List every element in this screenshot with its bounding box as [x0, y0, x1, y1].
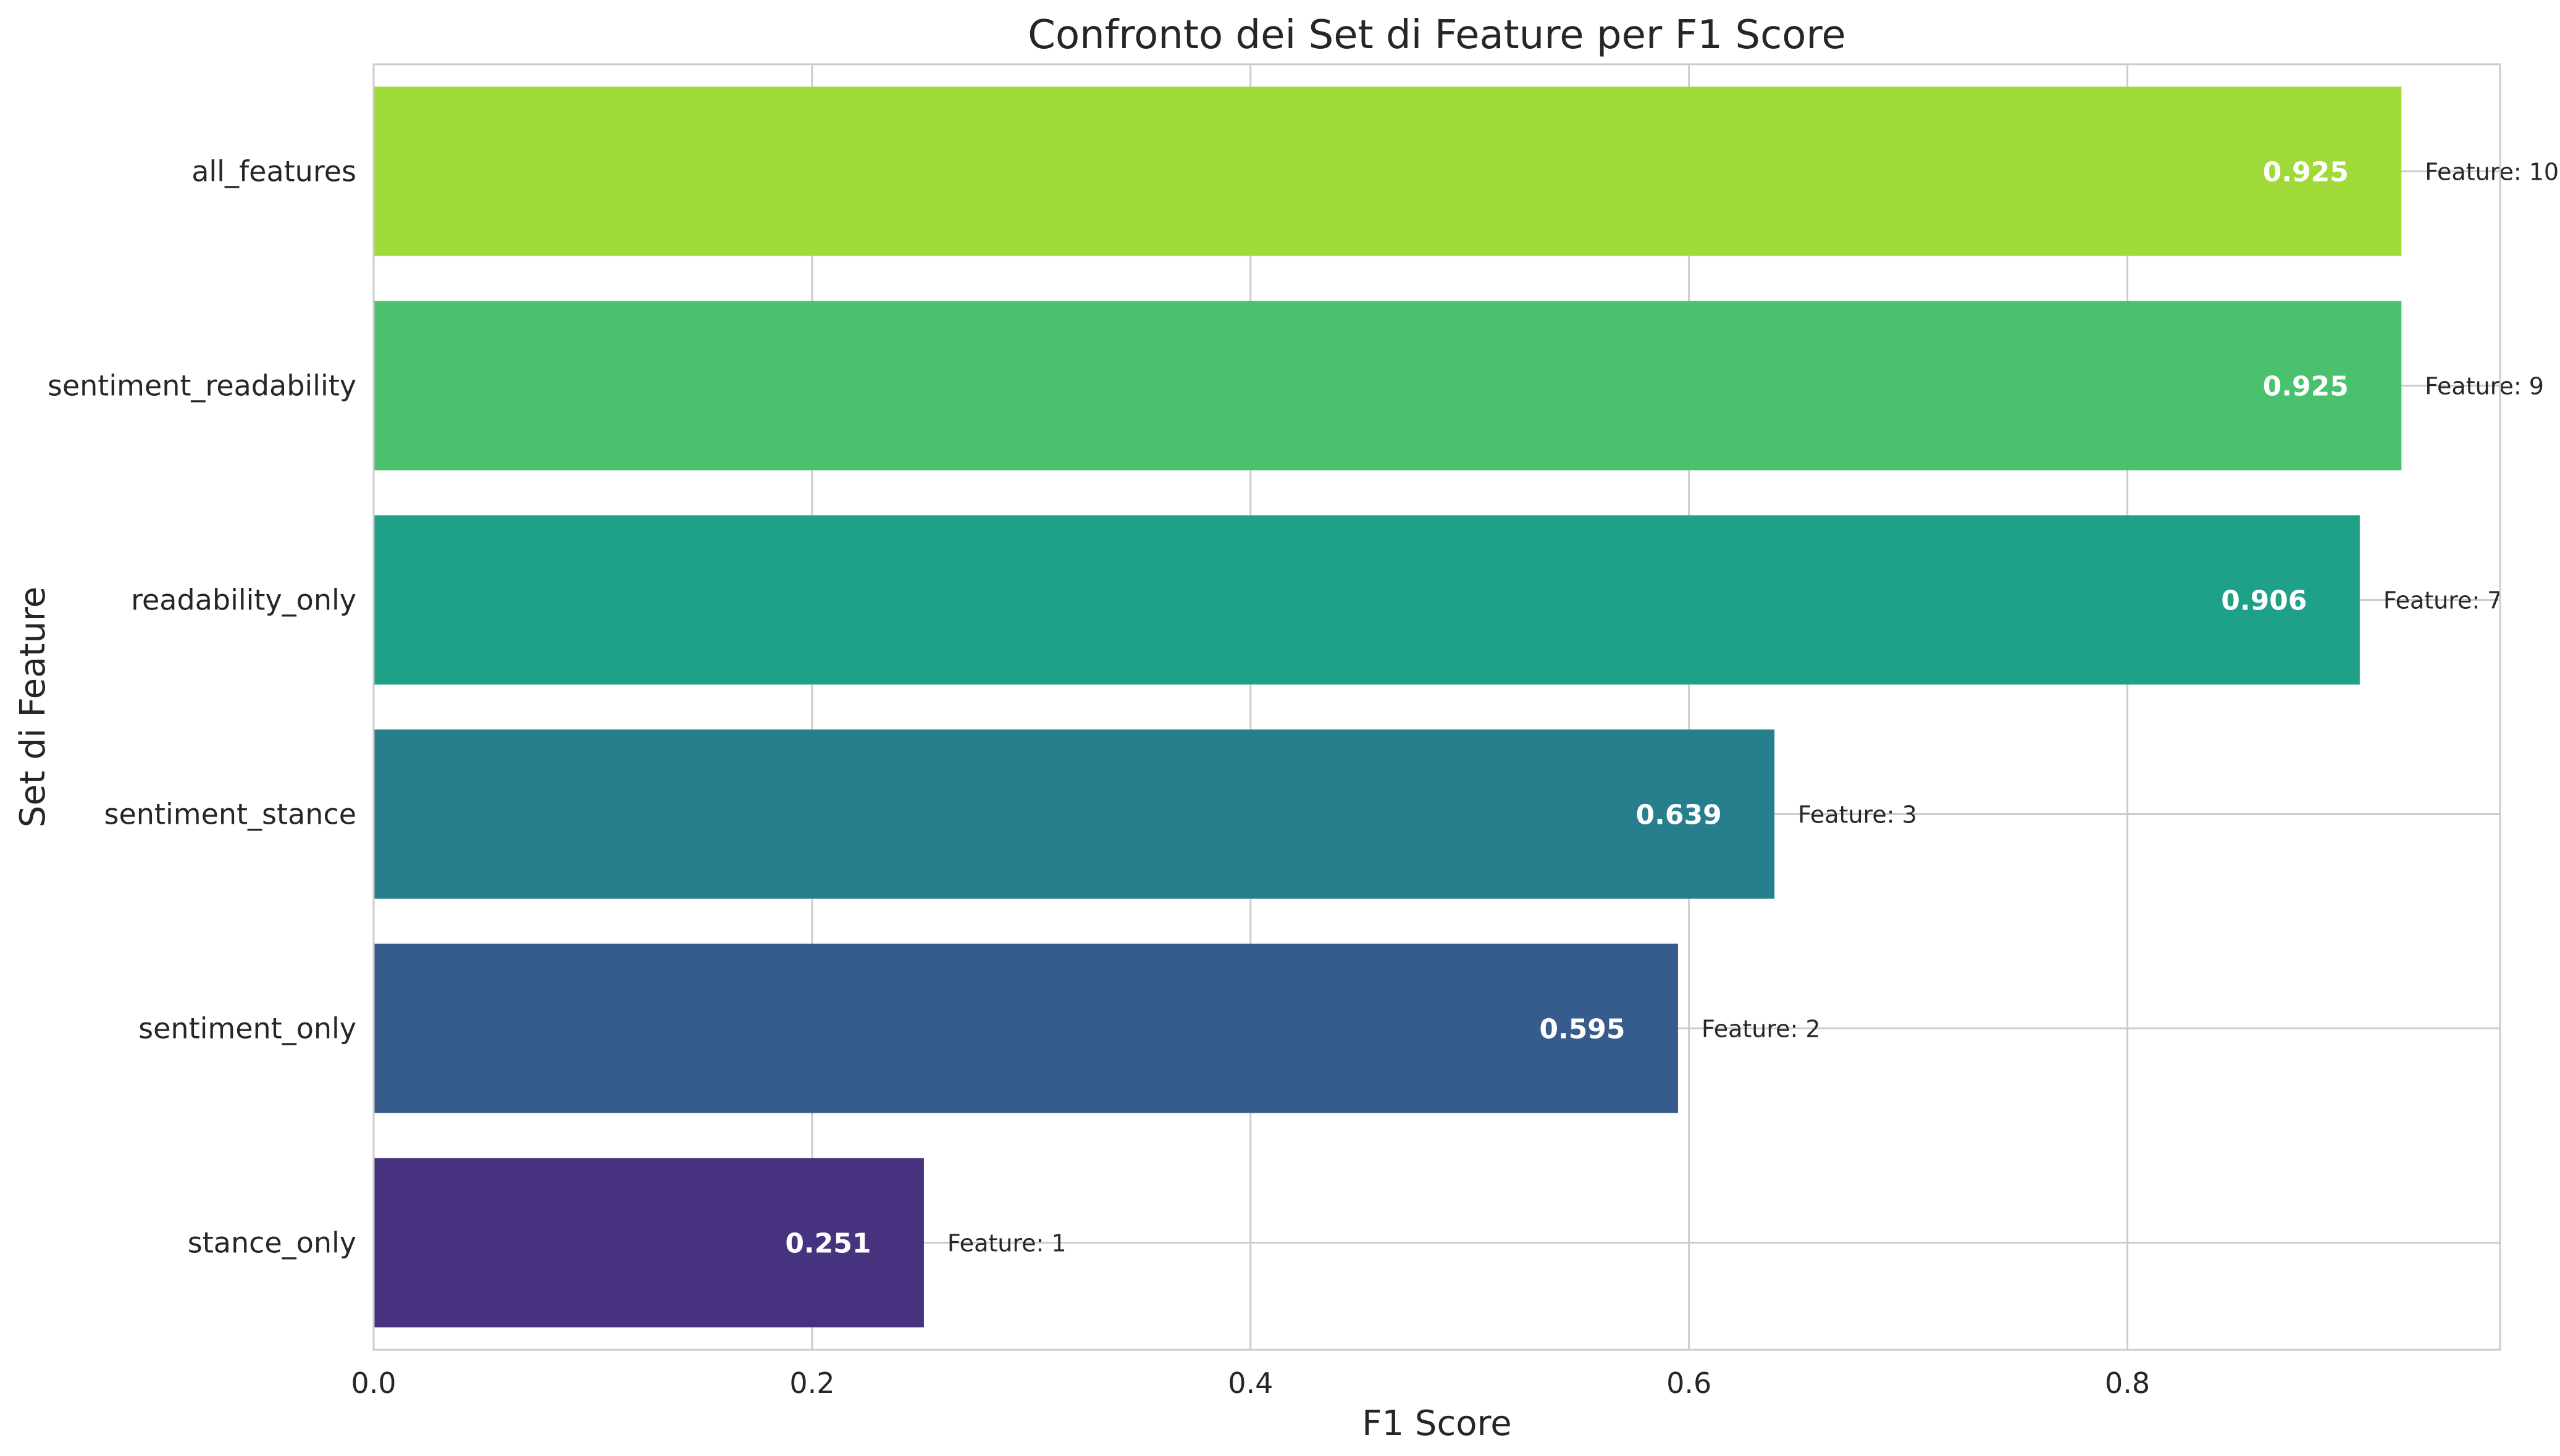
- feature-count-annotation: Feature: 1: [947, 1230, 1067, 1257]
- y-tick-label: sentiment_only: [138, 1012, 356, 1045]
- bar: [374, 1158, 924, 1328]
- x-tick-label: 0.4: [1228, 1366, 1273, 1400]
- x-tick-label: 0.0: [351, 1366, 396, 1400]
- y-tick-label: stance_only: [188, 1226, 356, 1260]
- feature-count-annotation: Feature: 7: [2383, 587, 2503, 614]
- y-tick-label: all_features: [191, 155, 356, 188]
- x-tick-label: 0.2: [789, 1366, 834, 1400]
- bar: [374, 515, 2360, 685]
- y-axis-label: Set di Feature: [13, 587, 53, 827]
- y-tick-label: readability_only: [131, 584, 356, 617]
- chart-title: Confronto dei Set di Feature per F1 Scor…: [1028, 12, 1845, 58]
- y-tick-label: sentiment_readability: [48, 369, 356, 403]
- y-tick-label: sentiment_stance: [104, 798, 356, 831]
- plot-frame: [372, 63, 2501, 1351]
- bar: [374, 729, 1775, 899]
- feature-count-annotation: Feature: 9: [2425, 373, 2544, 400]
- bar: [374, 943, 1678, 1113]
- bar: [374, 86, 2402, 256]
- feature-count-annotation: Feature: 2: [1702, 1016, 1821, 1043]
- feature-count-annotation: Feature: 3: [1798, 801, 1917, 829]
- x-tick-label: 0.6: [1666, 1366, 1711, 1400]
- bar-value-label: 0.251: [785, 1228, 871, 1260]
- x-axis-label: F1 Score: [1362, 1404, 1511, 1444]
- bar-value-label: 0.925: [2263, 157, 2349, 188]
- bar: [374, 301, 2402, 471]
- feature-count-annotation: Feature: 10: [2425, 159, 2559, 186]
- bar-value-label: 0.595: [1539, 1014, 1625, 1045]
- bar-value-label: 0.639: [1636, 800, 1722, 831]
- bar-value-label: 0.906: [2221, 585, 2307, 617]
- x-tick-label: 0.8: [2105, 1366, 2150, 1400]
- bar-value-label: 0.925: [2263, 371, 2349, 403]
